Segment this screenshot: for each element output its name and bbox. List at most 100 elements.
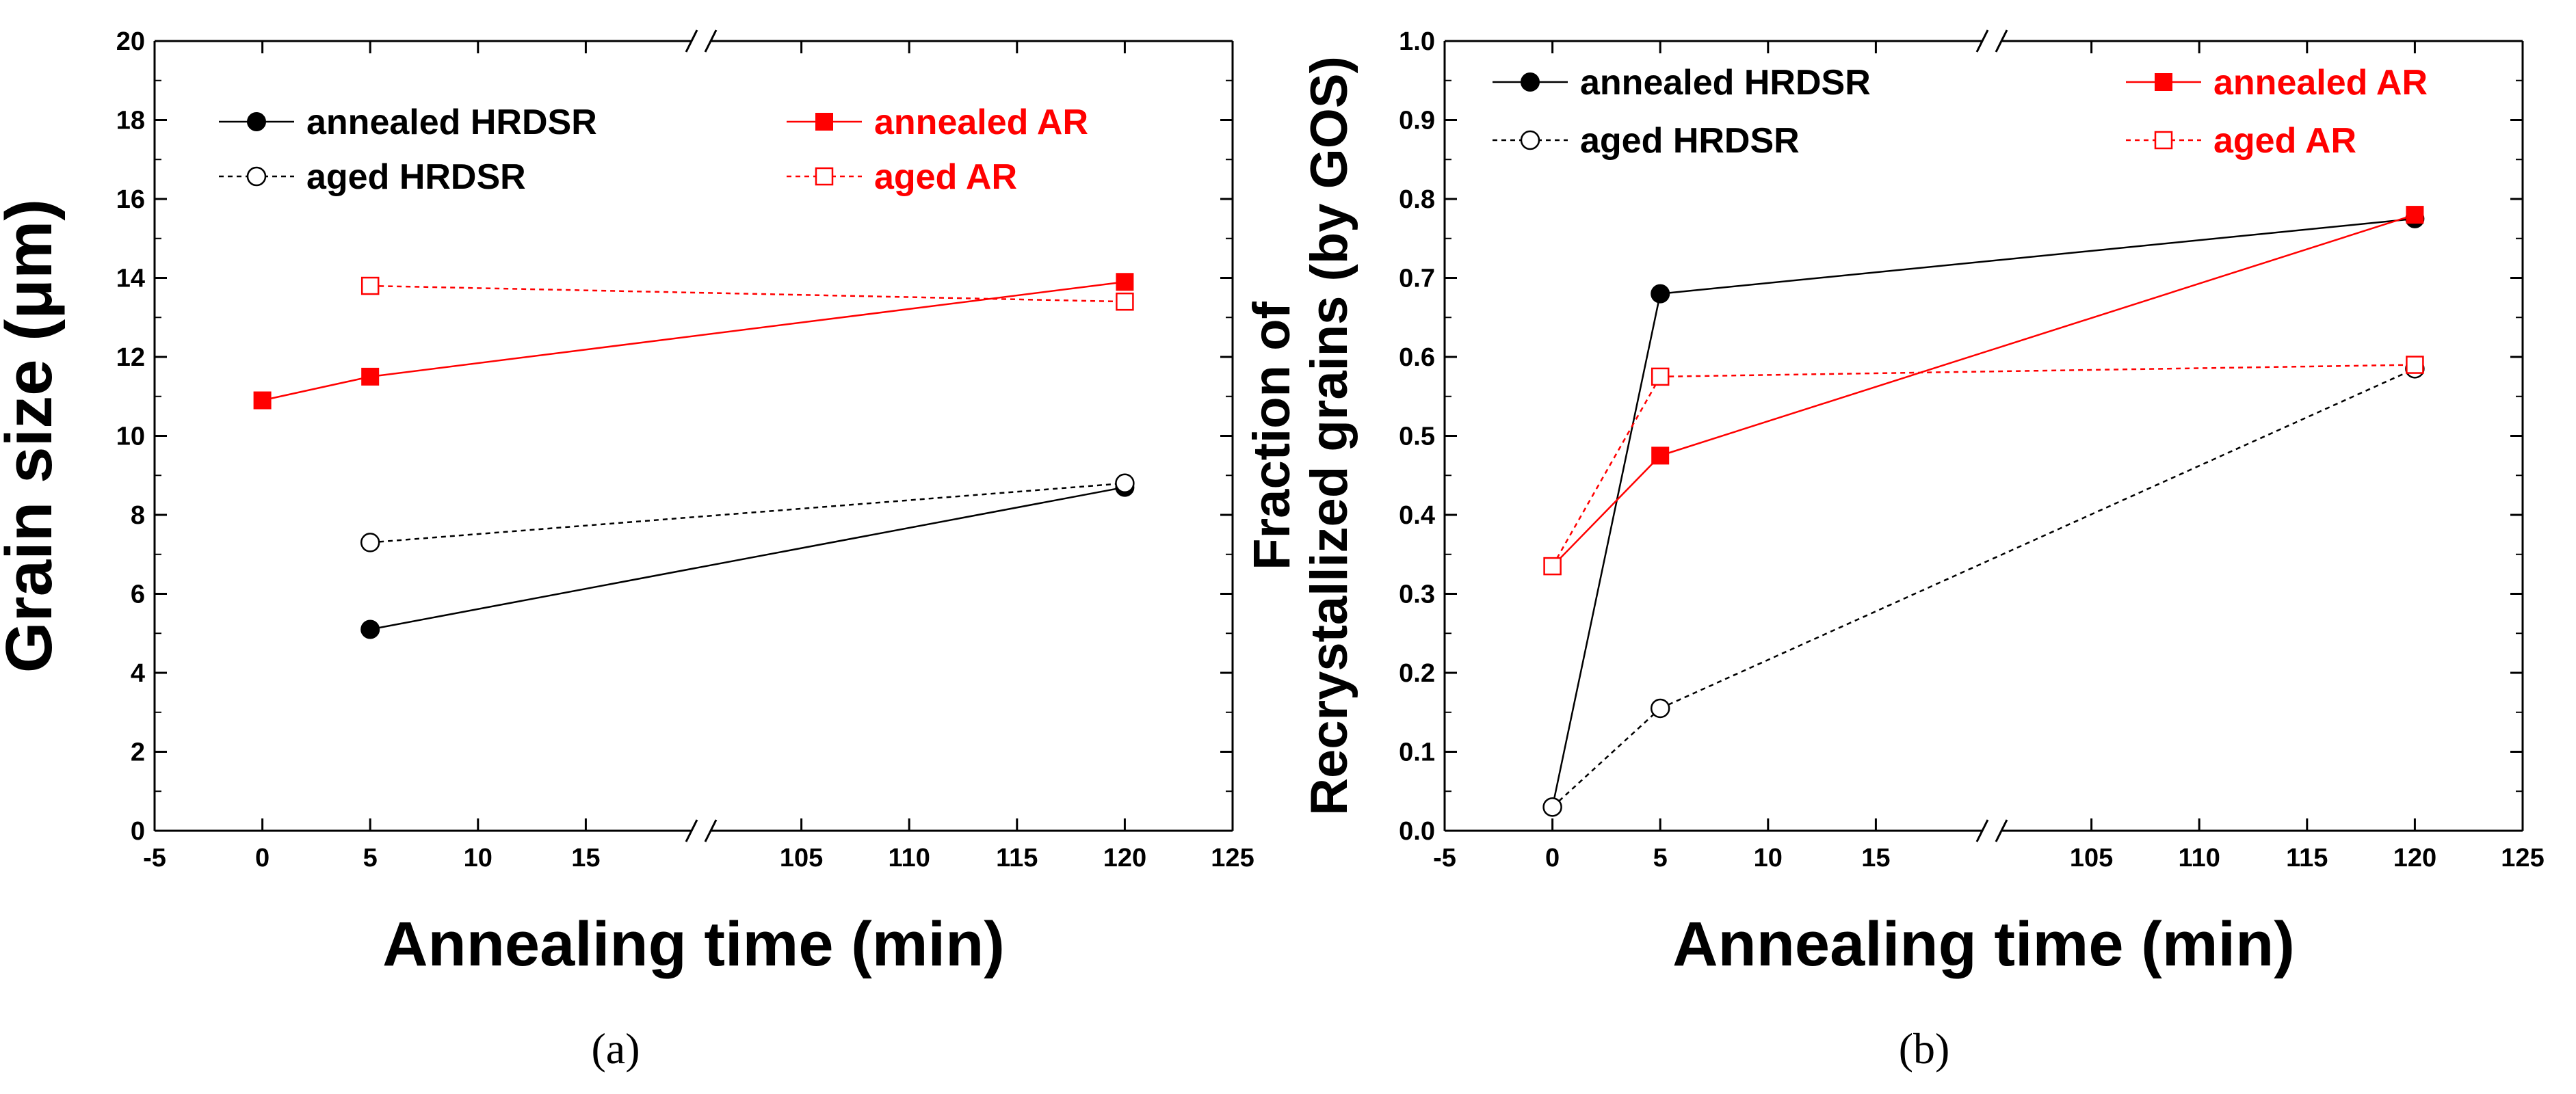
x-tick-label: -5 [1433,844,1456,872]
x-tick-label: 5 [1653,844,1668,872]
legend-label: aged HRDSR [1580,121,1800,161]
data-point [360,533,380,552]
legend-entry-aged-ar: aged AR [2126,121,2356,161]
data-point [361,367,380,386]
legend-label: aged AR [874,157,1017,197]
x-tick-label: 105 [780,844,823,872]
series-segment [1659,368,2415,710]
x-tick-label: -5 [143,844,166,872]
data-point [1116,273,1134,291]
y-tick-label: 10 [116,423,145,451]
x-tick-label: 120 [1103,844,1146,872]
legend-label: annealed AR [2213,63,2428,103]
series-segment [1551,293,1661,808]
axis-break-top [685,29,718,53]
legend-entry-aged-hrdsr: aged HRDSR [1493,121,1800,161]
series-segment [1551,708,1661,808]
legend-entry-annealed-hrdsr: annealed HRDSR [219,103,597,142]
x-tick-label: 15 [571,844,600,872]
axis-break-slash [704,29,718,53]
y-tick-label: 20 [116,27,145,56]
series-segment [1551,376,1661,567]
data-point [1651,367,1670,386]
legend-marker [246,166,267,187]
x-tick-label: 5 [363,844,378,872]
axis-break-slash [704,819,718,842]
y-tick-label: 0.3 [1399,581,1435,609]
series-segment [370,281,1125,378]
axis-break-slash [1995,29,2008,53]
axis-break-slash [1995,819,2008,842]
legend-label: aged AR [2213,121,2356,161]
axis-break-slash [1975,29,1989,53]
y-tick-label: 1.0 [1399,27,1435,56]
y-tick-label: 0.7 [1399,265,1435,293]
axis-break-bottom [685,819,718,842]
legend-label: annealed AR [874,103,1088,142]
x-tick-label: 105 [2070,844,2113,872]
y-tick-label: 0.2 [1399,659,1435,688]
axis-break-slash [1975,819,1989,842]
panel-caption: (b) [1899,1024,1950,1073]
x-tick-label: 10 [1754,844,1783,872]
x-tick-label: 0 [255,844,270,872]
series-segment [369,486,1125,630]
data-point [1115,473,1135,494]
data-point [2406,206,2424,224]
legend-entry-annealed-ar: annealed AR [2126,63,2428,103]
y-tick-label: 0.9 [1399,107,1435,135]
y-tick-label: 0.5 [1399,423,1435,451]
x-tick-label: 115 [996,844,1038,872]
x-tick-label: 10 [464,844,492,872]
data-point [1116,292,1134,311]
x-tick-label: 125 [2501,844,2544,872]
chart-panel-b: 0.0 0.1 0.2 0.3 0.4 0.5 0.6 0.7 0.8 0.9 1.0 -5 0 5 10 1… [1243,27,2545,1073]
series-segment [262,375,371,401]
x-axis-label: Annealing time (min) [1672,909,2295,979]
y-tick-label: 0.4 [1399,501,1435,530]
legend-marker [1521,72,1540,92]
x-tick-label: 110 [889,844,930,872]
legend-marker [2155,73,2172,91]
series-segment [1659,213,2415,457]
legend-marker [247,112,266,131]
x-tick-label: 115 [2286,844,2328,872]
y-axis-label-line-1: Fraction of [1243,301,1301,570]
series-segment [370,482,1125,544]
series-segment [1551,455,1661,567]
x-tick-label: 125 [1211,844,1254,872]
legend-entry-annealed-ar: annealed AR [787,103,1088,142]
y-axis-label-line-2: Recrystallized grains (by GOS) [1300,56,1358,816]
y-tick-label: 2 [131,738,145,767]
y-tick-label: 16 [116,185,145,214]
axis-break-top [1975,29,2008,53]
axis-break-slash [685,819,698,842]
series-segment [370,284,1125,303]
legend-marker [1520,130,1540,150]
y-tick-label: 6 [131,581,145,609]
y-tick-label: 0.6 [1399,343,1435,372]
legend-label: aged HRDSR [306,157,526,197]
y-tick-label: 0 [131,817,145,846]
axis-break-slash [685,29,698,53]
data-point [1650,698,1670,719]
y-tick-label: 14 [116,265,145,293]
series-segment [1660,364,2415,378]
data-point [1651,446,1670,465]
y-tick-label: 12 [116,343,145,372]
x-tick-label: 15 [1861,844,1890,872]
legend-label: annealed HRDSR [1580,63,1871,103]
legend-marker [815,167,834,186]
y-axis-label: Grain size (μm) [0,199,66,673]
x-axis-label: Annealing time (min) [382,909,1005,979]
axis-break-bottom [1975,819,2008,842]
y-tick-label: 0.1 [1399,738,1435,767]
legend-entry-aged-hrdsr: aged HRDSR [219,157,526,197]
legend-marker [2154,131,2173,150]
legend-entry-aged-ar: aged AR [787,157,1017,197]
legend-marker [815,113,833,131]
x-tick-label: 120 [2393,844,2436,872]
series-aged-hrdsr [360,473,1135,552]
